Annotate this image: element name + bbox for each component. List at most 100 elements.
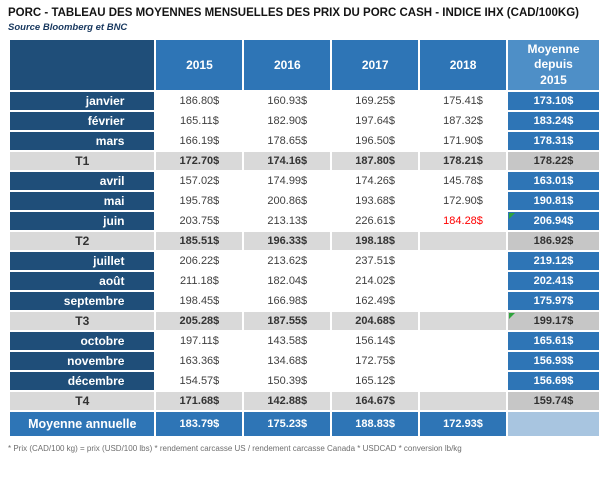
row-label: octobre (10, 332, 155, 350)
value-cell: 150.39$ (244, 372, 331, 390)
average-cell: 165.61$ (507, 332, 599, 350)
value-cell: 165.12$ (332, 372, 419, 390)
value-cell: 185.51$ (156, 232, 243, 250)
value-cell: 166.19$ (156, 132, 243, 150)
col-header-2015: 2015 (156, 40, 243, 90)
quarter-total-row: T4 171.68$ 142.88$ 164.67$ 159.74$ (10, 392, 599, 410)
row-label: juin (10, 212, 155, 230)
avg-header-line: depuis (534, 57, 573, 72)
value-cell: 197.11$ (156, 332, 243, 350)
value-cell: 203.75$ (156, 212, 243, 230)
value-cell (420, 372, 506, 390)
value-cell: 186.80$ (156, 92, 243, 110)
value-cell: 175.41$ (420, 92, 506, 110)
value-cell: 188.83$ (332, 412, 419, 436)
col-header-2017: 2017 (332, 40, 419, 90)
value-cell: 237.51$ (332, 252, 419, 270)
average-value: 178.22$ (533, 155, 574, 167)
value-cell: 226.61$ (332, 212, 419, 230)
value-cell: 187.55$ (244, 312, 331, 330)
value-cell (420, 352, 506, 370)
value-cell: 174.16$ (244, 152, 331, 170)
quarter-total-row: T2 185.51$ 196.33$ 198.18$ 186.92$ (10, 232, 599, 250)
row-label: juillet (10, 252, 155, 270)
average-cell: 173.10$ (507, 92, 599, 110)
value-cell: 172.75$ (332, 352, 419, 370)
value-cell: 182.90$ (244, 112, 331, 130)
annual-average-row: Moyenne annuelle 183.79$ 175.23$ 188.83$ 172… (10, 412, 599, 436)
avg-header-line: Moyenne (527, 41, 580, 56)
month-row: juillet 206.22$ 213.62$ 237.51$ 219.12$ (10, 252, 599, 270)
row-label: février (10, 112, 155, 130)
month-row: novembre 163.36$ 134.68$ 172.75$ 156.93$ (10, 352, 599, 370)
avg-header-line: 2015 (540, 72, 567, 87)
month-row: septembre 198.45$ 166.98$ 162.49$ 175.97$ (10, 292, 599, 310)
average-cell: 219.12$ (507, 252, 599, 270)
value-cell: 198.18$ (332, 232, 419, 250)
value-cell: 154.57$ (156, 372, 243, 390)
row-label: mai (10, 192, 155, 210)
average-value: 206.94$ (533, 215, 574, 227)
footnote: * Prix (CAD/100 kg) = prix (USD/100 lbs)… (8, 444, 462, 453)
row-label: T1 (10, 152, 155, 170)
average-cell: 199.17$ (507, 312, 599, 330)
average-cell: 159.74$ (507, 392, 599, 410)
row-label: septembre (10, 292, 155, 310)
value-cell: 172.90$ (420, 192, 506, 210)
average-cell: 175.97$ (507, 292, 599, 310)
col-header-2018: 2018 (420, 40, 506, 90)
value-cell: 198.45$ (156, 292, 243, 310)
value-cell (420, 392, 506, 410)
corner-cell (10, 40, 155, 90)
month-row: octobre 197.11$ 143.58$ 156.14$ 165.61$ (10, 332, 599, 350)
quarter-total-row: T3 205.28$ 187.55$ 204.68$ 199.17$ (10, 312, 599, 330)
value-cell: 213.62$ (244, 252, 331, 270)
value-cell: 160.93$ (244, 92, 331, 110)
value-cell: 197.64$ (332, 112, 419, 130)
row-label: Moyenne annuelle (10, 412, 155, 436)
value-cell: 172.93$ (420, 412, 506, 436)
quarter-total-row: T1 172.70$ 174.16$ 187.80$ 178.21$ 178.22$ (10, 152, 599, 170)
value-cell: 187.32$ (420, 112, 506, 130)
month-row: mai 195.78$ 200.86$ 193.68$ 172.90$ 190.81$ (10, 192, 599, 210)
value-cell (420, 252, 506, 270)
average-cell: 178.22$ (507, 152, 599, 170)
month-row: décembre 154.57$ 150.39$ 165.12$ 156.69$ (10, 372, 599, 390)
value-cell (420, 272, 506, 290)
average-cell: 202.41$ (507, 272, 599, 290)
average-value: 199.17$ (533, 315, 574, 327)
average-value: 163.01$ (533, 175, 574, 187)
value-cell: 175.23$ (244, 412, 331, 436)
average-value: 156.69$ (533, 375, 574, 387)
header-row: 2015 2016 2017 2018 Moyenne depuis 2015 (10, 40, 599, 90)
average-value: 219.12$ (533, 255, 574, 267)
value-cell: 171.90$ (420, 132, 506, 150)
table-body: janvier 186.80$ 160.93$ 169.25$ 175.41$ 173.1… (10, 92, 599, 436)
value-cell: 164.67$ (332, 392, 419, 410)
value-cell: 162.49$ (332, 292, 419, 310)
average-value: 202.41$ (533, 275, 574, 287)
value-cell: 214.02$ (332, 272, 419, 290)
month-row: mars 166.19$ 178.65$ 196.50$ 171.90$ 178.31$ (10, 132, 599, 150)
average-cell: 183.24$ (507, 112, 599, 130)
row-label: avril (10, 172, 155, 190)
average-value: 178.31$ (533, 135, 574, 147)
value-cell: 195.78$ (156, 192, 243, 210)
source-note: Source Bloomberg et BNC (8, 22, 128, 33)
average-cell (507, 412, 599, 436)
value-cell (420, 312, 506, 330)
month-row: avril 157.02$ 174.99$ 174.26$ 145.78$ 163.01$ (10, 172, 599, 190)
row-label: novembre (10, 352, 155, 370)
average-cell: 178.31$ (507, 132, 599, 150)
average-value: 159.74$ (533, 395, 574, 407)
average-value: 190.81$ (533, 195, 574, 207)
value-cell: 187.80$ (332, 152, 419, 170)
value-cell: 196.50$ (332, 132, 419, 150)
average-value: 156.93$ (533, 355, 574, 367)
value-cell: 200.86$ (244, 192, 331, 210)
col-header-2016: 2016 (244, 40, 331, 90)
row-label: décembre (10, 372, 155, 390)
page: PORC - TABLEAU DES MOYENNES MENSUELLES D… (8, 7, 599, 453)
average-cell: 156.93$ (507, 352, 599, 370)
row-label: T3 (10, 312, 155, 330)
